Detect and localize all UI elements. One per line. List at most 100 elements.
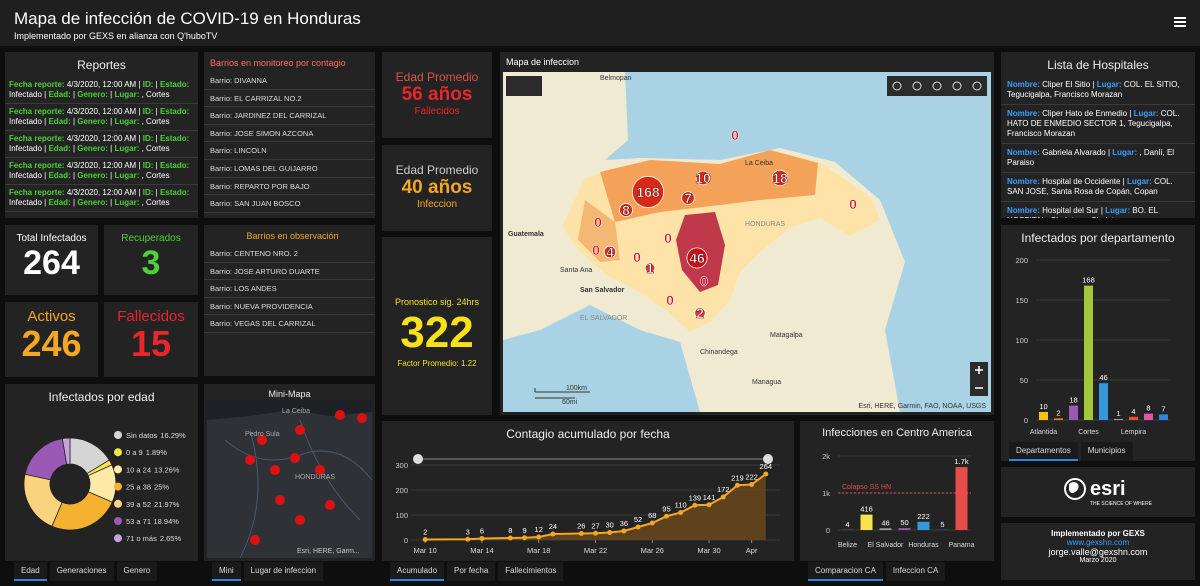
text: 4/3/2020, 12:00 AM (66, 134, 137, 143)
barrio-item: Barrio: JOSE SIMON AZCONA (204, 125, 375, 143)
footer-website[interactable]: www.gexshn.com (1066, 538, 1130, 547)
departamentos-panel: Infectados por departamento (1001, 225, 1195, 461)
tab-bar: Edad Generaciones Genero (14, 562, 158, 581)
text: Fecha reporte: (9, 107, 65, 116)
text: Lugar: (1126, 177, 1152, 186)
tab[interactable]: Comparacion CA (808, 562, 883, 581)
stat-label: Activos (27, 308, 76, 325)
text: ID: (142, 80, 154, 89)
panel-title: Infecciones en Centro America (822, 427, 972, 439)
text: Fecha reporte: (9, 134, 65, 143)
tab[interactable]: Acumulado (390, 562, 445, 581)
text: , Cortes (141, 117, 170, 126)
barrio-item: Barrio: JARDINEZ DEL CARRIZAL (204, 107, 375, 125)
text: COL. SAN JOSE, Santa Rosa de Copán, Copa… (1007, 177, 1173, 196)
tab-bar: Acumulado Por fecha Fallecimientos (390, 562, 564, 581)
footer-panel: Implementado por GEXS www.gexshn.com jorge… (1001, 523, 1195, 580)
panel-title: Reportes (77, 58, 126, 72)
text: Estado: (159, 188, 190, 197)
tab[interactable]: Lugar de infeccion (243, 562, 324, 581)
text: ID: (142, 161, 154, 170)
text: ID: (142, 188, 154, 197)
text: | (138, 80, 141, 89)
tab-bar: Mini Lugar de infeccion (212, 562, 324, 581)
text: Lugar: (114, 198, 140, 207)
tab-bar: Departamentos Municipios (1009, 442, 1133, 461)
text: Gabriela Alvarado (1042, 148, 1106, 157)
tab[interactable]: Por fecha (447, 562, 496, 581)
stat-label: Recuperados (121, 233, 181, 244)
panel-title: Lista de Hospitales (1047, 58, 1149, 72)
text: Estado: (159, 161, 190, 170)
text: Infectado (9, 198, 42, 207)
menu-icon[interactable] (1174, 16, 1186, 28)
stat-label: Total Infectados (16, 233, 87, 244)
text: | (155, 107, 158, 116)
text: Nombre: (1007, 109, 1040, 118)
text: Genero: (77, 198, 108, 207)
text: | (155, 134, 158, 143)
barrio-item: Barrio: NUEVA PROVIDENCIA (204, 298, 375, 316)
tab[interactable]: Edad (14, 562, 47, 581)
text: | (155, 80, 158, 89)
text: Hospital de Occidente (1042, 177, 1121, 186)
text: Lugar: (114, 90, 140, 99)
text: Infectado (9, 117, 42, 126)
text: Genero: (77, 171, 108, 180)
text: | (1107, 148, 1111, 157)
text: 4/3/2020, 12:00 AM (66, 107, 137, 116)
text: | (44, 144, 47, 153)
hospital-item: Nombre: Cliper El Sitio | Lugar: COL. EL… (1001, 76, 1195, 105)
tab[interactable]: Municipios (1080, 442, 1133, 461)
barrio-item: Barrio: LINCOLN (204, 142, 375, 160)
report-row: Fecha reporte: 4/3/2020, 12:00 AM | ID: … (5, 77, 198, 104)
hospital-item: Nombre: Cliper Hato de Enmedio | Lugar: … (1001, 105, 1195, 144)
text: 4/3/2020, 12:00 AM (66, 188, 137, 197)
footer-email: jorge.valle@gexshn.com (1048, 547, 1148, 557)
text: Fecha reporte: (9, 188, 65, 197)
text: | (72, 198, 76, 207)
text: Estado: (159, 80, 190, 89)
text: , Cortes (141, 90, 170, 99)
report-row: Fecha reporte: 4/3/2020, 12:00 AM | ID: … (5, 185, 198, 212)
pronostico-label: Pronostico sig. 24hrs (394, 297, 480, 307)
text: | (44, 90, 47, 99)
edad-label: Edad Promedio (395, 70, 479, 84)
text: Lugar: (1105, 206, 1131, 215)
text: Lugar: (114, 171, 140, 180)
barrio-item: Barrio: CENTENO NRO. 2 (204, 245, 375, 263)
text: , Cortes (141, 144, 170, 153)
text: Edad: (48, 198, 71, 207)
edad-caption: Infeccion (416, 199, 458, 210)
text: | (44, 198, 47, 207)
footer-credit: Implementado por GEXS (1051, 529, 1145, 538)
ca-panel: Infecciones en Centro America (800, 421, 994, 561)
text: Lugar: (1112, 148, 1138, 157)
text: ID: (142, 134, 154, 143)
text: Lugar: (1096, 80, 1122, 89)
text: | (1129, 109, 1132, 118)
edad-value: 40 años (401, 177, 473, 198)
text: Lugar: (114, 144, 140, 153)
report-row: Fecha reporte: 4/3/2020, 12:00 AM | ID: … (5, 104, 198, 131)
tab[interactable]: Genero (116, 562, 158, 581)
barrio-item: Barrio: REPARTO POR BAJO (204, 178, 375, 196)
stat-panel: Recuperados 3 (104, 225, 198, 295)
stat-label: Fallecidos (117, 308, 185, 325)
text: | (44, 171, 47, 180)
text: | (72, 171, 76, 180)
tab[interactable]: Fallecimientos (498, 562, 564, 581)
stat-panel: Total Infectados 264 (5, 225, 98, 295)
text: Nombre: (1007, 80, 1040, 89)
tab[interactable]: Generaciones (49, 562, 114, 581)
tab[interactable]: Mini (212, 562, 241, 581)
text: | (138, 188, 141, 197)
text: Fecha reporte: (9, 80, 65, 89)
text: 4/3/2020, 12:00 AM (66, 80, 137, 89)
header: Mapa de infección de COVID-19 en Hondura… (0, 0, 1200, 46)
tab[interactable]: Infeccion CA (885, 562, 946, 581)
hospitales-panel: Lista de Hospitales Nombre: Cliper El Sit… (1001, 52, 1195, 218)
tab[interactable]: Departamentos (1009, 442, 1078, 461)
text: COL. HATO DE ENMEDIO SECTOR 1, Tegucigal… (1007, 109, 1180, 138)
